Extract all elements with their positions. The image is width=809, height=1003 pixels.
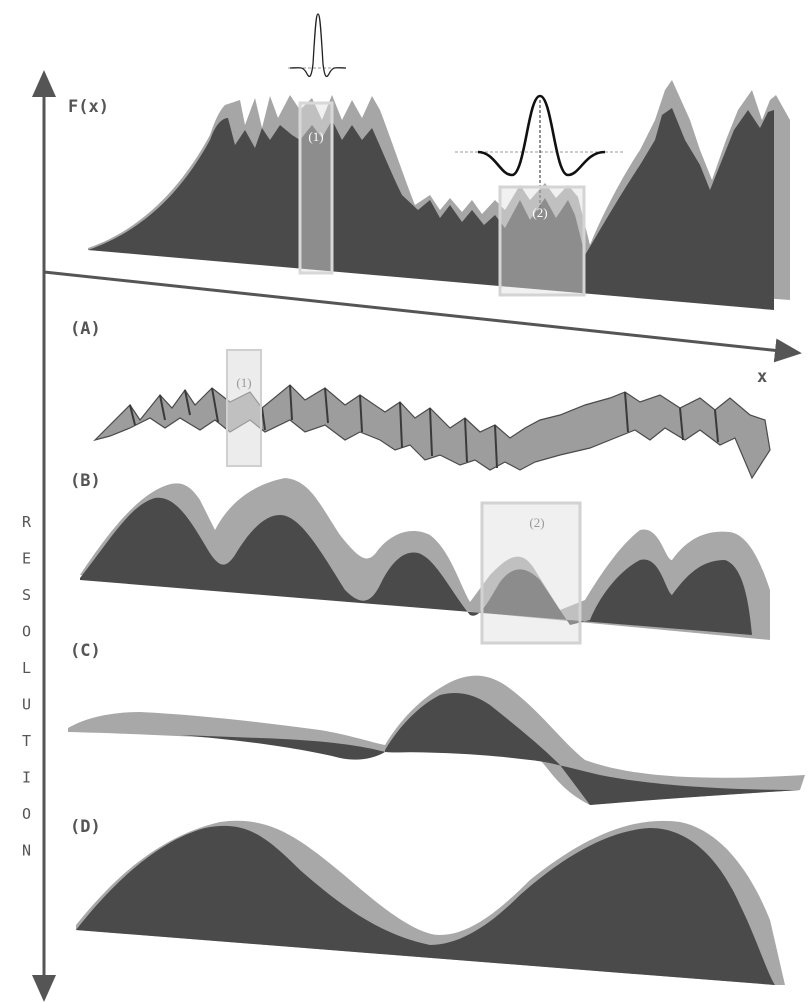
detail-b-surface xyxy=(80,478,770,640)
window-2-top: (2) xyxy=(498,185,586,297)
x-axis xyxy=(43,270,802,363)
window-2-b-label: (2) xyxy=(529,515,544,530)
resolution-letter: N xyxy=(22,842,31,860)
resolution-letter: I xyxy=(22,769,31,787)
window-1-a-label: (1) xyxy=(236,375,251,390)
resolution-letter: O xyxy=(22,805,31,823)
wide-wavelet-icon xyxy=(455,94,625,210)
resolution-letter: U xyxy=(22,696,31,714)
window-1-top-label: (1) xyxy=(308,129,323,144)
window-2-top-label: (2) xyxy=(532,205,547,220)
resolution-letter: E xyxy=(22,550,31,568)
resolution-letter: S xyxy=(22,586,31,604)
detail-d-surface xyxy=(76,820,785,985)
panel-a-label: (A) xyxy=(70,319,101,339)
resolution-letter: L xyxy=(22,659,31,677)
panel-d-label: (D) xyxy=(70,817,101,837)
resolution-letter: T xyxy=(22,732,31,750)
original-signal-surface xyxy=(88,80,790,310)
fx-label: F(x) xyxy=(68,97,109,117)
window-1-top: (1) xyxy=(298,101,334,275)
resolution-letter: R xyxy=(22,513,32,531)
detail-c-surface xyxy=(68,675,805,805)
panel-c-label: (C) xyxy=(70,641,101,661)
x-label: x xyxy=(757,367,767,387)
window-2-b: (2) xyxy=(480,501,582,645)
narrow-wavelet-icon xyxy=(288,13,347,77)
detail-a-surface xyxy=(92,384,771,480)
window-1-a: (1) xyxy=(226,349,262,467)
resolution-letter: O xyxy=(22,623,31,641)
panel-b-label: (B) xyxy=(70,471,101,491)
